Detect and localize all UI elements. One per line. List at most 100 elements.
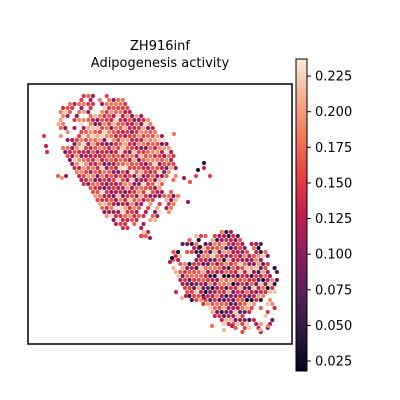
spot [228, 269, 233, 275]
spot [113, 141, 118, 147]
spot [219, 261, 224, 267]
spot [242, 285, 247, 291]
spot [231, 313, 236, 319]
spot [90, 165, 95, 171]
spot [72, 117, 77, 123]
spot [104, 133, 109, 139]
spot [102, 121, 107, 127]
spot [173, 173, 178, 179]
spot [166, 169, 171, 175]
spot [272, 265, 277, 271]
spot [123, 197, 128, 203]
spot [226, 289, 231, 295]
spot [198, 233, 204, 239]
spot [141, 141, 146, 147]
spot [180, 265, 185, 271]
spot [104, 93, 109, 99]
spot [74, 145, 79, 151]
spot [116, 121, 121, 127]
spot [118, 149, 123, 155]
spot [210, 269, 215, 275]
spot [79, 145, 84, 151]
spot [60, 145, 66, 151]
spot [100, 157, 105, 163]
spot [150, 149, 155, 155]
spot [143, 169, 148, 175]
spot [95, 165, 100, 171]
spot [104, 101, 109, 107]
spot [113, 173, 118, 179]
spot [212, 257, 217, 263]
spot [134, 137, 139, 143]
spot [111, 201, 116, 207]
spot [59, 175, 65, 181]
spot [118, 181, 123, 187]
spot [265, 285, 270, 291]
spot [79, 153, 84, 159]
spot [256, 277, 261, 283]
spot [109, 125, 114, 131]
spot [152, 177, 158, 183]
spot [247, 253, 252, 259]
spot [143, 121, 148, 127]
spot [120, 113, 125, 119]
spot [113, 101, 118, 107]
chart-subtitle: Adipogenesis activity [91, 56, 230, 71]
spot [136, 125, 141, 131]
spot [83, 137, 89, 143]
spot [83, 129, 89, 135]
spot [254, 321, 259, 327]
spot [166, 193, 171, 199]
spot [221, 265, 227, 271]
spot [125, 121, 130, 127]
spot [132, 133, 137, 139]
spot [111, 177, 116, 183]
spot [196, 293, 201, 299]
spot [97, 129, 102, 135]
spot [65, 105, 70, 111]
spot [228, 253, 233, 259]
spot [134, 209, 139, 215]
spot [238, 317, 243, 323]
spot [274, 269, 279, 275]
spot [113, 149, 118, 155]
spot [198, 273, 204, 279]
spot [139, 153, 144, 159]
spot [244, 305, 250, 311]
spot [106, 129, 112, 135]
spot [120, 145, 125, 151]
spot [116, 129, 121, 135]
spot [240, 289, 245, 295]
spot [139, 225, 144, 231]
spot [263, 273, 268, 279]
spot [194, 297, 199, 303]
spot [164, 205, 169, 211]
spot [146, 205, 151, 211]
spot [120, 105, 125, 111]
spot [244, 297, 250, 303]
spot [258, 273, 263, 279]
spot [261, 277, 266, 283]
spot [120, 185, 125, 191]
spot [169, 149, 174, 155]
spot [141, 213, 146, 219]
spot [162, 169, 167, 175]
spot [134, 153, 139, 159]
spot [125, 185, 130, 191]
spot [215, 237, 220, 243]
spot [95, 125, 100, 131]
spot [81, 93, 86, 99]
spot [93, 161, 98, 167]
spot [132, 157, 137, 163]
spot [247, 277, 252, 283]
spot [104, 117, 109, 123]
spot [215, 245, 220, 251]
spot [240, 297, 245, 303]
spot [116, 217, 121, 223]
spot [256, 285, 261, 291]
spot [171, 131, 177, 137]
spot [90, 141, 95, 147]
spot [104, 157, 109, 163]
spot [86, 109, 91, 115]
